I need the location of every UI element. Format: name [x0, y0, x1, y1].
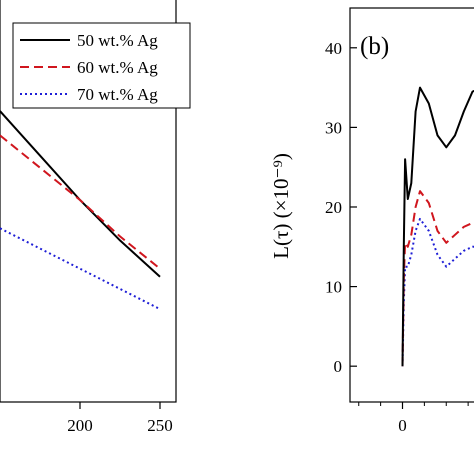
- panel-b-y-axis-label: L(τ) (×10⁻⁹): [269, 153, 293, 259]
- panel-b-y-tick-label: 40: [325, 39, 342, 58]
- panel-b-series-line: [401, 217, 474, 367]
- panel-b-y-tick-label: 0: [334, 357, 343, 376]
- panel-a-lines: [0, 110, 161, 310]
- panel-a-series-line: [0, 134, 161, 270]
- legend: 50 wt.% Ag 60 wt.% Ag 70 wt.% Ag: [12, 22, 191, 109]
- panel-b-label: (b): [360, 33, 389, 60]
- panel-b-x-tick-label: 0: [398, 416, 407, 435]
- panel-b-lines: [401, 86, 474, 367]
- panel-b-y-tick-label: 10: [325, 278, 342, 297]
- panel-a-series-line: [0, 227, 161, 310]
- panel-b-series-line: [401, 86, 474, 367]
- panel-b-frame: [349, 7, 474, 403]
- panel-b-series-line: [401, 190, 474, 367]
- panel-a-x-tick-label: 250: [147, 416, 173, 435]
- panel-a: 200 250 50 wt.% Ag 60 wt.% Ag 70 wt.% Ag: [0, 0, 191, 435]
- panel-b-x-ticks: 0: [358, 402, 469, 435]
- panel-a-x-ticks: 200 250: [67, 402, 173, 435]
- panel-b-y-ticks: 0 10 20 30 40: [325, 39, 357, 376]
- legend-box: [12, 22, 191, 109]
- panel-a-frame: [0, 0, 177, 403]
- panel-a-x-tick-label: 200: [67, 416, 93, 435]
- panel-b: (b) 0 10 20 30 40 0 L(τ) (×10⁻⁹): [269, 7, 474, 435]
- panel-a-series-line: [0, 110, 161, 278]
- panel-b-y-tick-label: 20: [325, 198, 342, 217]
- legend-label: 70 wt.% Ag: [77, 85, 158, 104]
- panel-b-y-tick-label: 30: [325, 118, 342, 137]
- legend-label: 60 wt.% Ag: [77, 58, 158, 77]
- legend-label: 50 wt.% Ag: [77, 31, 158, 50]
